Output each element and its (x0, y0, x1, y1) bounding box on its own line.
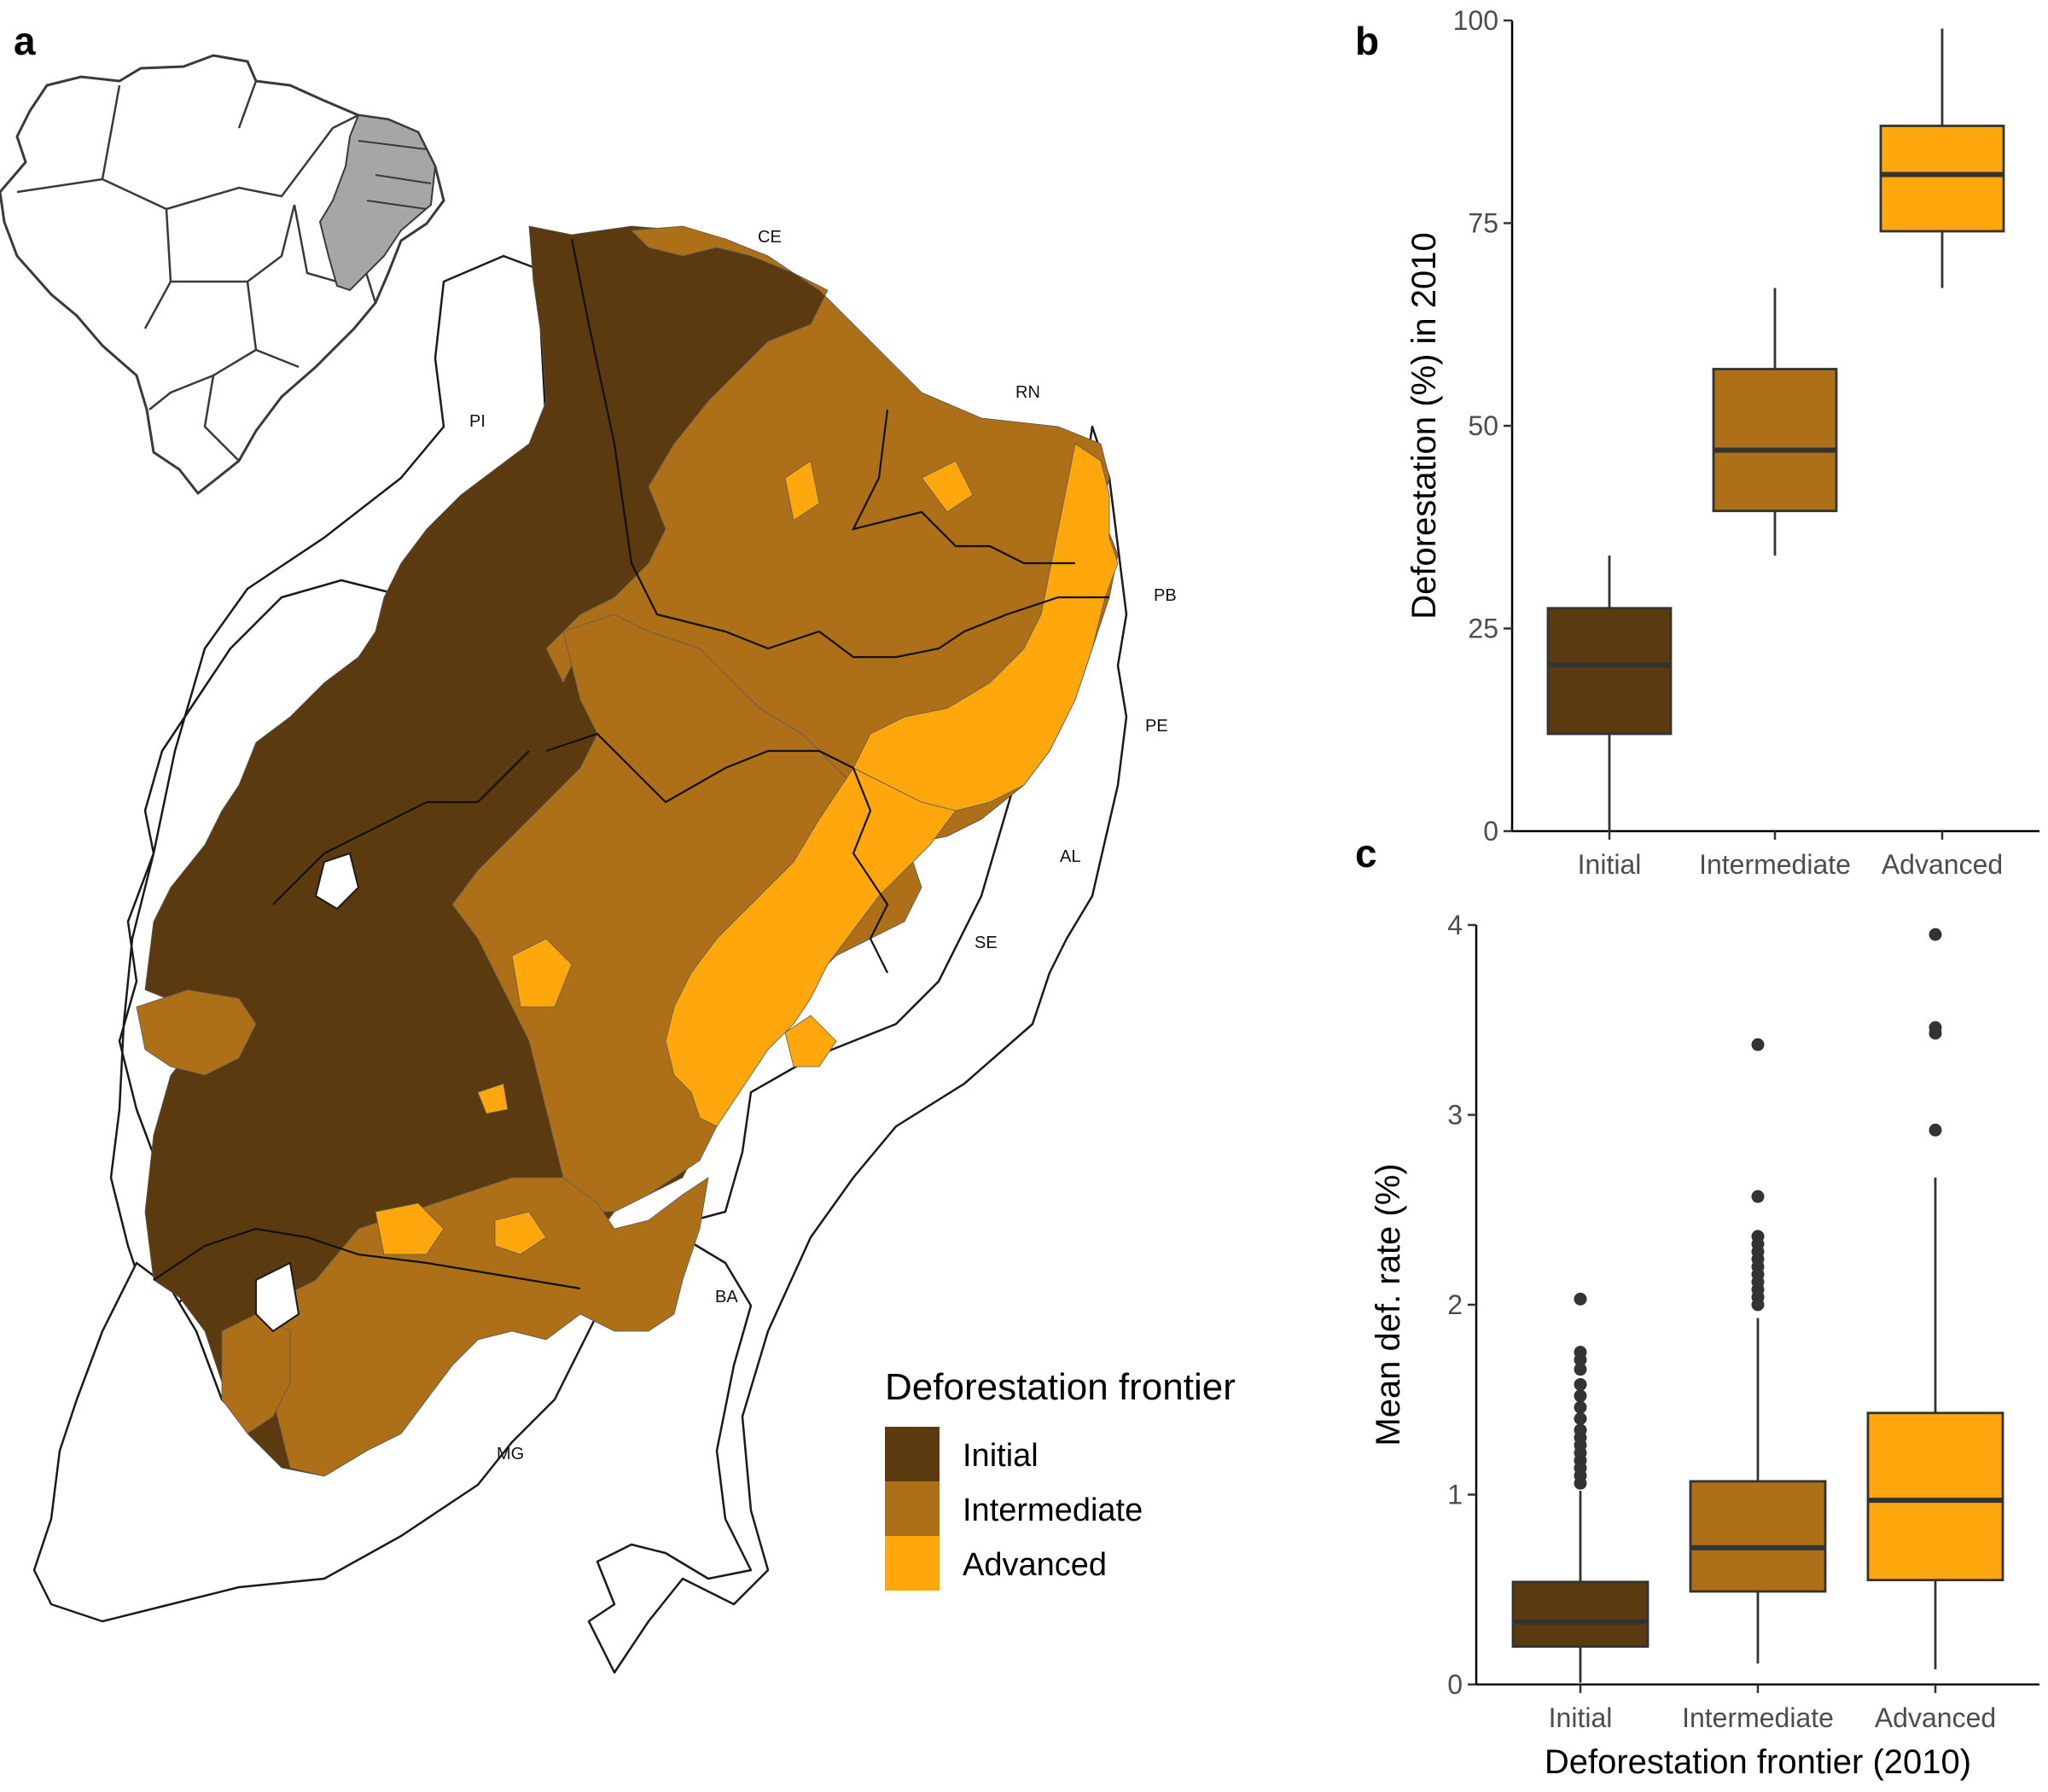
y-tick-label: 0 (1447, 1669, 1463, 1700)
outlier-point (1574, 1377, 1587, 1391)
outlier-point (1751, 1038, 1765, 1051)
state-label-pi: PI (469, 412, 486, 431)
frontier-advanced-southeast (665, 767, 957, 1127)
outlier-point (1574, 1292, 1587, 1306)
box-advanced (1866, 928, 2004, 1670)
y-tick-label: 50 (1468, 410, 1498, 441)
x-tick-label-advanced: Advanced (1882, 849, 2003, 880)
y-axis-title: Mean def. rate (%) (1370, 1163, 1407, 1446)
box-iqr (1689, 1480, 1827, 1593)
legend-label-advanced: Advanced (963, 1547, 1107, 1583)
legend-swatch-advanced (885, 1536, 940, 1591)
box-intermediate (1689, 1038, 1827, 1664)
x-axis-title: Deforestation frontier (2010) (1545, 1743, 1971, 1781)
map-internal-state-borders (153, 238, 1109, 1290)
box-initial (1546, 556, 1673, 831)
outlier-point (1574, 1363, 1587, 1376)
frontier-advanced-patch-1 (784, 1015, 837, 1068)
x-tick-label-initial: Initial (1578, 849, 1642, 880)
boxplot-mean-def-rate: 0 1 2 3 4 Initial Intermediate Advanced Mean def… (1370, 910, 2039, 1781)
legend-label-initial: Initial (963, 1438, 1039, 1474)
outlier-point (1574, 1423, 1587, 1437)
state-labels: CE RN PI PB PE AL SE BA MG (469, 228, 1177, 1463)
y-axis-title: Deforestation (%) in 2010 (1405, 232, 1443, 620)
outlier-point (1574, 1389, 1587, 1403)
frontier-advanced-patch-7 (477, 1083, 509, 1114)
y-tick-label: 75 (1468, 208, 1498, 239)
box-iqr (1712, 368, 1838, 513)
box-intermediate (1712, 288, 1838, 556)
x-tick-label-intermediate: Intermediate (1699, 849, 1851, 880)
map-enclave (255, 1261, 300, 1333)
state-label-se: SE (975, 934, 998, 952)
y-tick-label: 4 (1447, 910, 1463, 940)
x-tick-label-initial: Initial (1549, 1702, 1613, 1733)
map-enclave (314, 852, 360, 911)
box-iqr (1879, 125, 2005, 233)
brazil-outline (0, 54, 445, 496)
frontier-advanced-patch-4 (494, 1211, 547, 1255)
frontier-advanced-patch-3 (375, 1202, 445, 1255)
outlier-point (1574, 1346, 1587, 1359)
outlier-point (1929, 1123, 1942, 1137)
y-tick-label: 25 (1468, 614, 1498, 644)
box-advanced (1879, 28, 2005, 288)
state-label-rn: RN (1015, 383, 1040, 402)
brazil-inset-map (0, 54, 445, 496)
outlier-point (1929, 928, 1942, 941)
outlier-point (1929, 1021, 1942, 1034)
legend-title: Deforestation frontier (885, 1366, 1236, 1408)
y-tick-label: 1 (1447, 1480, 1463, 1510)
panel-label-b: b (1355, 19, 1379, 63)
state-label-al: AL (1060, 847, 1080, 866)
state-label-ce: CE (758, 228, 782, 247)
frontier-intermediate-central (451, 614, 922, 1213)
panel-label-c: c (1355, 831, 1377, 876)
box-iqr (1866, 1411, 2004, 1582)
state-outline-ba-mg (32, 425, 1128, 1674)
outlier-point (1751, 1230, 1765, 1243)
legend-swatch-initial (885, 1427, 940, 1481)
y-tick-label: 2 (1447, 1289, 1463, 1320)
y-tick-label: 0 (1483, 816, 1498, 847)
legend-swatch-intermediate (885, 1481, 940, 1536)
state-label-mg: MG (497, 1445, 524, 1463)
map-legend: Deforestation frontier Initial Intermedi… (885, 1366, 1236, 1591)
box-iqr (1511, 1580, 1649, 1648)
outlier-point (1574, 1400, 1587, 1414)
legend-label-intermediate: Intermediate (963, 1492, 1143, 1528)
boxplot-deforestation-2010: 0 25 50 75 100 Initial Intermediate Advanced Def… (1405, 5, 2039, 880)
frontier-intermediate-west (136, 989, 257, 1076)
y-tick-label: 100 (1453, 5, 1498, 36)
frontier-advanced-patch-5 (784, 460, 820, 521)
y-tick-label: 3 (1447, 1100, 1463, 1131)
x-tick-label-intermediate: Intermediate (1682, 1702, 1834, 1733)
state-label-pb: PB (1154, 586, 1177, 605)
frontier-advanced-patch-6 (921, 460, 974, 513)
frontier-advanced-patch-2 (511, 938, 573, 1008)
state-label-ba: BA (715, 1288, 738, 1306)
caatinga-choropleth (136, 225, 1119, 1477)
box-initial (1511, 1292, 1649, 1683)
panel-label-a: a (14, 19, 36, 63)
outlier-point (1574, 1412, 1587, 1425)
state-label-pe: PE (1145, 717, 1168, 736)
outlier-point (1751, 1190, 1765, 1203)
x-tick-label-advanced: Advanced (1875, 1702, 1996, 1733)
box-iqr (1546, 607, 1673, 736)
